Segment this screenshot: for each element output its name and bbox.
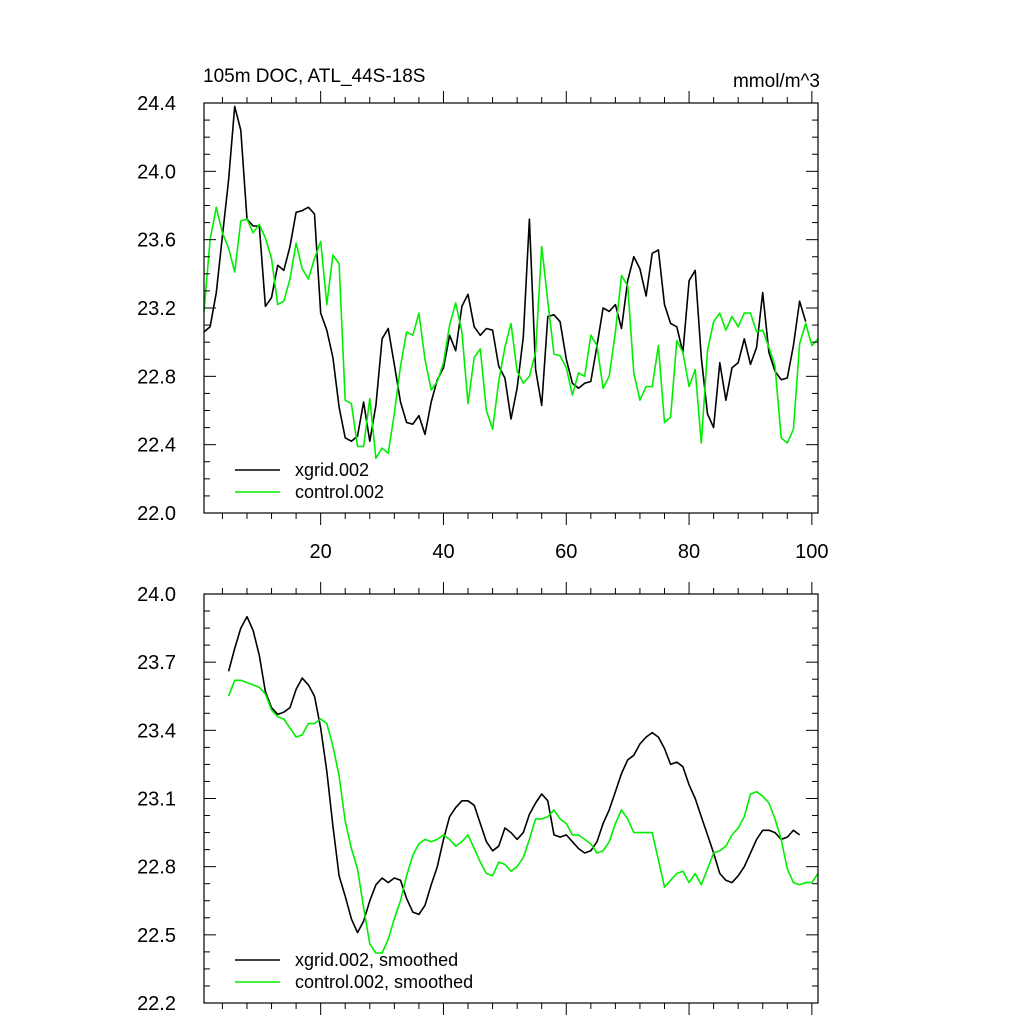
top-legend: xgrid.002 control.002: [235, 460, 384, 502]
y-tick-label: 23.2: [137, 298, 176, 320]
y-tick-label: 22.8: [137, 366, 176, 388]
bottom-plot-frame: [203, 593, 819, 1004]
series-line-control: [227, 679, 819, 954]
legend-label-xgrid-smoothed: xgrid.002, smoothed: [295, 950, 458, 970]
x-tick-label: 20: [310, 541, 332, 563]
bottom-legend: xgrid.002, smoothed control.002, smoothe…: [235, 950, 473, 992]
top-panel: 105m DOC, ATL_44S-18S mmol/m^3 22.022.42…: [137, 66, 828, 563]
series-line-control: [203, 206, 819, 460]
legend-label-xgrid: xgrid.002: [295, 460, 369, 480]
top-series-group: [203, 105, 819, 460]
y-tick-label: 22.8: [137, 857, 176, 879]
x-tick-label: 60: [555, 541, 577, 563]
series-line-xgrid: [203, 105, 807, 443]
bottom-panel: 22.2 22.5 22.8 23.1 23.4 23.7 24.0 xgrid.002, …: [137, 582, 819, 1015]
bottom-ticks-group: 22.2 22.5 22.8 23.1 23.4 23.7 24.0: [137, 582, 818, 1015]
y-tick-label: 22.4: [137, 435, 176, 457]
y-tick-label: 23.6: [137, 230, 176, 252]
x-tick-label: 40: [432, 541, 454, 563]
chart-title: 105m DOC, ATL_44S-18S: [203, 66, 425, 87]
y-tick-label: 22.2: [137, 993, 176, 1015]
bottom-series-group: [227, 615, 819, 954]
x-tick-label: 80: [678, 541, 700, 563]
top-ticks-group: 22.0 22.4 22.8 23.2 23.6 24.0 24.4 20 40 60 80 100: [137, 91, 829, 563]
y-tick-label: 23.1: [137, 789, 176, 811]
y-tick-label: 24.0: [137, 161, 176, 183]
x-tick-label: 100: [795, 541, 828, 563]
y-tick-label: 23.7: [137, 652, 176, 674]
legend-label-control: control.002: [295, 482, 384, 502]
legend-label-control-smoothed: control.002, smoothed: [295, 972, 473, 992]
y-tick-label: 22.5: [137, 925, 176, 947]
top-plot-frame: [203, 102, 819, 514]
y-tick-label: 24.0: [137, 584, 176, 606]
series-line-xgrid: [227, 615, 801, 934]
y-tick-label: 24.4: [137, 93, 176, 115]
y-tick-label: 23.4: [137, 720, 176, 742]
y-tick-label: 22.0: [137, 503, 176, 525]
units-label: mmol/m^3: [733, 71, 820, 92]
